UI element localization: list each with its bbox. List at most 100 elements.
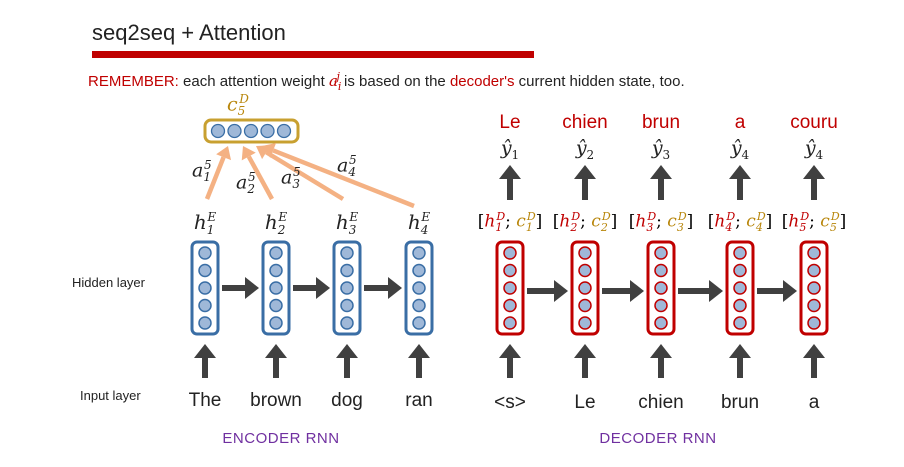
- decoder-input-arrow-5-head: [803, 344, 825, 358]
- decoder-concat-label: [h5D; c5D]: [781, 210, 847, 235]
- remember-post: current hidden state, too.: [514, 73, 685, 90]
- decoder-input-word: brun: [720, 392, 760, 413]
- decoder-hidden-3-node: [654, 281, 668, 295]
- attention-arrow-head-2: [241, 146, 256, 161]
- context-node: [276, 123, 292, 139]
- encoder-hidden-label: h3E: [335, 210, 359, 237]
- encoder-hidden-label: h1E: [193, 210, 217, 237]
- encoder-hidden-3-node: [340, 298, 354, 313]
- decoder-hidden-5-node: [807, 263, 821, 278]
- attention-arrow-1: [204, 156, 226, 200]
- decoder-output-word: couru: [790, 112, 838, 133]
- decoder-recurrent-arrow-2-head: [630, 280, 644, 302]
- decoder-concat-label: [h3D; c3D]: [628, 210, 694, 235]
- encoder-hidden-2-node: [269, 298, 283, 313]
- decoder-input-word: chien: [638, 392, 684, 413]
- attention-weight-label: a35: [281, 165, 301, 192]
- decoder-hidden-3-node: [654, 316, 668, 330]
- decoder-recurrent-arrow-3-head: [709, 280, 723, 302]
- decoder-input-word: <s>: [494, 392, 526, 413]
- decoder-hidden-3-node: [654, 246, 668, 260]
- encoder-hidden-2-node: [269, 281, 283, 295]
- decoder-hidden-5-node: [807, 316, 821, 330]
- decoder-hidden-4-node: [733, 263, 747, 278]
- decoder-output-word: brun: [641, 112, 681, 133]
- encoder-hidden-2-node: [269, 263, 283, 278]
- decoder-hidden-2-node: [578, 281, 592, 295]
- decoder-hidden-5-node: [807, 281, 821, 295]
- encoder-hidden-1-node: [198, 246, 212, 260]
- remember-pre: each attention weight: [178, 73, 329, 90]
- decoder-hidden-2-node: [578, 246, 592, 260]
- encoder-input-word: ran: [405, 390, 433, 411]
- attention-weight-label: a45: [337, 153, 357, 180]
- encoder-caption: ENCODER RNN: [222, 430, 340, 447]
- decoder-hidden-2-node: [578, 298, 592, 313]
- context-node: [227, 123, 242, 139]
- decoder-concat-label: [h4D; c4D]: [707, 210, 773, 235]
- decoder-input-arrow-3-head: [650, 344, 672, 358]
- decoder-yhat-label: ŷ4: [804, 137, 824, 162]
- decoder-input-word: a: [808, 392, 820, 413]
- decoder-caption: DECODER RNN: [599, 430, 717, 447]
- page-title: seq2seq + Attention: [92, 20, 286, 45]
- encoder-hidden-label: h4E: [407, 210, 431, 237]
- decoder-hidden-1-node: [503, 263, 517, 278]
- encoder-input-arrow-2-head: [265, 344, 287, 358]
- attention-arrow-3: [265, 150, 345, 201]
- decoder-output-arrow-2-head: [574, 165, 596, 179]
- decoder-input-word: Le: [574, 392, 596, 413]
- decoder-hidden-5-node: [807, 246, 821, 260]
- encoder-hidden-1-node: [198, 298, 212, 313]
- decoder-hidden-1-node: [503, 316, 517, 330]
- encoder-hidden-2-node: [269, 316, 283, 330]
- encoder-input-arrow-4-head: [408, 344, 430, 358]
- remember-label: REMEMBER:: [88, 73, 179, 90]
- attention-arrow-head-4: [262, 142, 277, 158]
- decoder-input-arrow-1-head: [499, 344, 521, 358]
- encoder-input-arrow-3-head: [336, 344, 358, 358]
- decoder-output-arrow-3-head: [650, 165, 672, 179]
- context-node: [210, 123, 226, 139]
- decoder-hidden-3-node: [654, 298, 668, 313]
- title-underline: [92, 51, 534, 58]
- encoder-recurrent-arrow-1-head: [245, 277, 259, 299]
- encoder-input-word: The: [188, 390, 222, 411]
- remember-note: REMEMBER: each attention weight aij is b…: [88, 70, 685, 93]
- encoder-hidden-2-node: [269, 246, 283, 260]
- decoder-concat-label: [h1D; c1D]: [477, 210, 543, 235]
- encoder-hidden-1-node: [198, 316, 212, 330]
- attention-arrow-head-1: [216, 146, 232, 161]
- encoder-input-arrow-1-head: [194, 344, 216, 358]
- hidden-layer-label: Hidden layer: [72, 275, 145, 290]
- encoder-hidden-3-node: [340, 263, 354, 278]
- attention-weight-label: a15: [192, 158, 212, 185]
- decoder-hidden-4-node: [733, 246, 747, 260]
- decoder-input-arrow-2-head: [574, 344, 596, 358]
- encoder-input-word: brown: [250, 390, 302, 411]
- decoder-hidden-2-node: [578, 316, 592, 330]
- encoder-hidden-label: h2E: [264, 210, 288, 237]
- decoder-output-word: Le: [499, 112, 521, 133]
- decoder-hidden-3-node: [654, 263, 668, 278]
- decoder-hidden-5-node: [807, 298, 821, 313]
- decoder-recurrent-arrow-1-head: [554, 280, 568, 302]
- remember-mid: is based on the: [339, 73, 450, 90]
- attention-arrow-4: [272, 148, 415, 209]
- input-layer-label: Input layer: [80, 388, 141, 403]
- decoder-hidden-1-node: [503, 246, 517, 260]
- remember-weight: aij: [328, 70, 342, 93]
- encoder-hidden-1-node: [198, 281, 212, 295]
- decoder-output-word: a: [734, 112, 746, 133]
- encoder-hidden-1-node: [198, 263, 212, 278]
- encoder-hidden-4-node: [412, 316, 426, 330]
- decoder-hidden-1-node: [503, 281, 517, 295]
- decoder-concat-label: [h2D; c2D]: [552, 210, 618, 235]
- encoder-recurrent-arrow-3-head: [388, 277, 402, 299]
- attention-arrow-2: [246, 155, 274, 201]
- decoder-hidden-2-node: [578, 263, 592, 278]
- encoder-recurrent-arrow-2-head: [316, 277, 330, 299]
- context-vector-label: c5D: [227, 92, 249, 119]
- encoder-hidden-4-node: [412, 298, 426, 313]
